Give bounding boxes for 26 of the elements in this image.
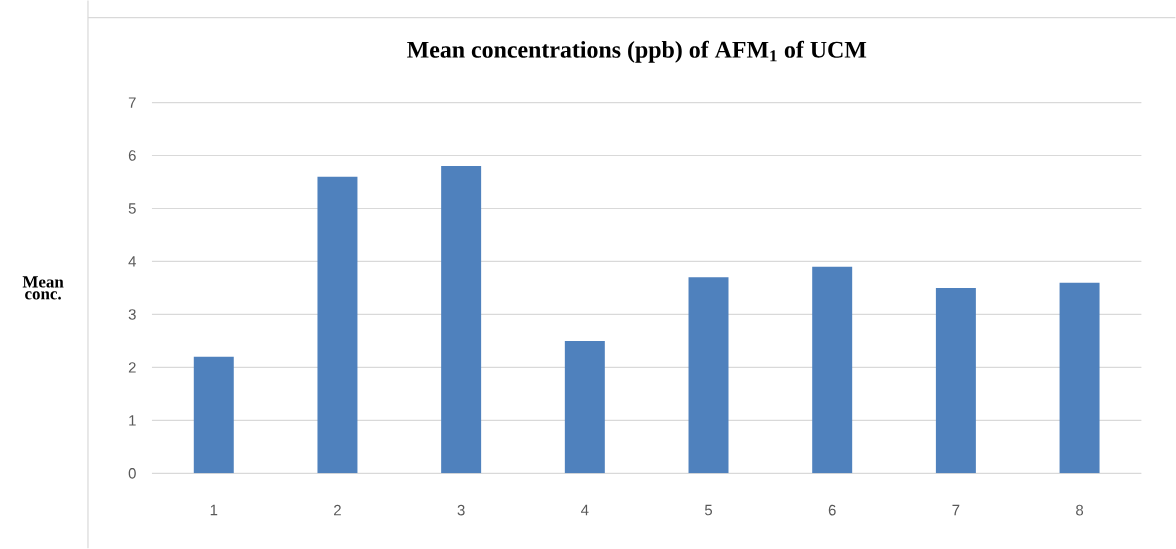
y-tick-label: 5 bbox=[128, 203, 136, 214]
y-tick-label: 0 bbox=[128, 468, 136, 479]
bar bbox=[441, 166, 482, 474]
bar bbox=[1059, 282, 1100, 474]
y-axis-title: Mean conc. bbox=[22, 276, 64, 300]
x-tick-label: 1 bbox=[210, 504, 218, 516]
chart-title: Mean concentrations (ppb) of AFM$_{1}$ of UCM bbox=[407, 40, 867, 63]
bar bbox=[317, 176, 358, 474]
y-tick-label: 2 bbox=[128, 362, 136, 373]
y-tick-label: 6 bbox=[128, 150, 136, 161]
x-tick-label: 2 bbox=[334, 504, 341, 516]
x-tick-label: 6 bbox=[828, 504, 836, 516]
bar bbox=[812, 266, 853, 474]
y-tick-label: 4 bbox=[128, 256, 136, 267]
y-tick-label: 3 bbox=[128, 309, 136, 320]
bar bbox=[193, 356, 234, 474]
bar bbox=[564, 340, 605, 474]
x-tick-label: 3 bbox=[457, 504, 465, 516]
x-tick-label: 8 bbox=[1076, 504, 1084, 516]
bar bbox=[935, 287, 976, 474]
x-tick-label: 4 bbox=[581, 504, 589, 516]
bar bbox=[688, 277, 729, 474]
y-tick-label: 7 bbox=[128, 97, 136, 108]
x-tick-label: 7 bbox=[952, 504, 960, 516]
x-tick-label: 5 bbox=[704, 504, 713, 516]
y-tick-label: 1 bbox=[129, 415, 136, 426]
